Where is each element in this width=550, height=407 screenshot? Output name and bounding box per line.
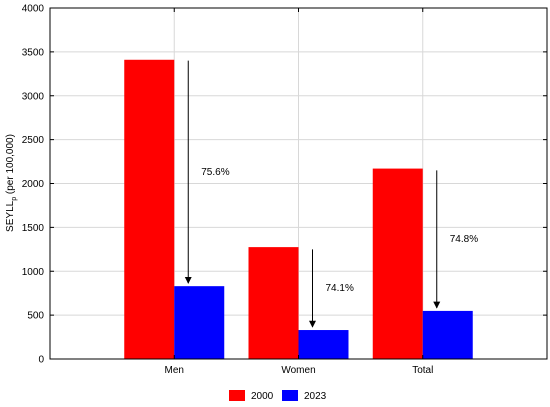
y-tick-label: 1000 xyxy=(22,267,45,278)
bar-2023-total xyxy=(422,310,473,359)
reduction-label: 75.6% xyxy=(201,167,229,178)
bar-2023-women xyxy=(298,330,349,359)
y-axis-label-rest: (per 100,000) xyxy=(5,134,16,197)
y-tick-label: 500 xyxy=(27,311,44,322)
bar-2023-men xyxy=(174,286,225,359)
y-tick-label: 3000 xyxy=(22,91,45,102)
legend-swatch-2023 xyxy=(282,390,298,401)
x-tick-label: Men xyxy=(165,365,184,376)
y-tick-label: 2000 xyxy=(22,179,45,190)
y-tick-label: 4000 xyxy=(22,4,45,15)
x-axis-ticks: Men Women Total xyxy=(165,8,433,376)
annotations: 75.6% 74.1% 74.8% xyxy=(184,60,478,328)
y-tick-label: 1500 xyxy=(22,223,45,234)
y-tick-label: 2500 xyxy=(22,135,45,146)
bar-2000-men xyxy=(124,59,175,360)
legend-label-2000: 2000 xyxy=(251,391,274,402)
reduction-label: 74.1% xyxy=(326,283,354,294)
reduction-label: 74.8% xyxy=(450,234,478,245)
bar-2000-total xyxy=(372,168,423,359)
x-tick-label: Total xyxy=(412,365,433,376)
legend: 2000 2023 xyxy=(229,390,327,402)
legend-label-2023: 2023 xyxy=(304,391,327,402)
y-tick-label: 3500 xyxy=(22,47,45,58)
legend-swatch-2000 xyxy=(229,390,245,401)
x-tick-label: Women xyxy=(281,365,315,376)
bar-2000-women xyxy=(248,247,299,359)
y-axis-label-sub: p xyxy=(11,197,18,201)
y-tick-label: 0 xyxy=(38,355,44,366)
y-axis-label-main: SEYLL xyxy=(5,200,16,232)
y-axis-ticks: 0 500 1000 1500 2000 2500 3000 3500 4000 xyxy=(22,4,547,366)
y-axis-label: SEYLLp (per 100,000) xyxy=(5,134,18,232)
bars xyxy=(124,59,473,360)
